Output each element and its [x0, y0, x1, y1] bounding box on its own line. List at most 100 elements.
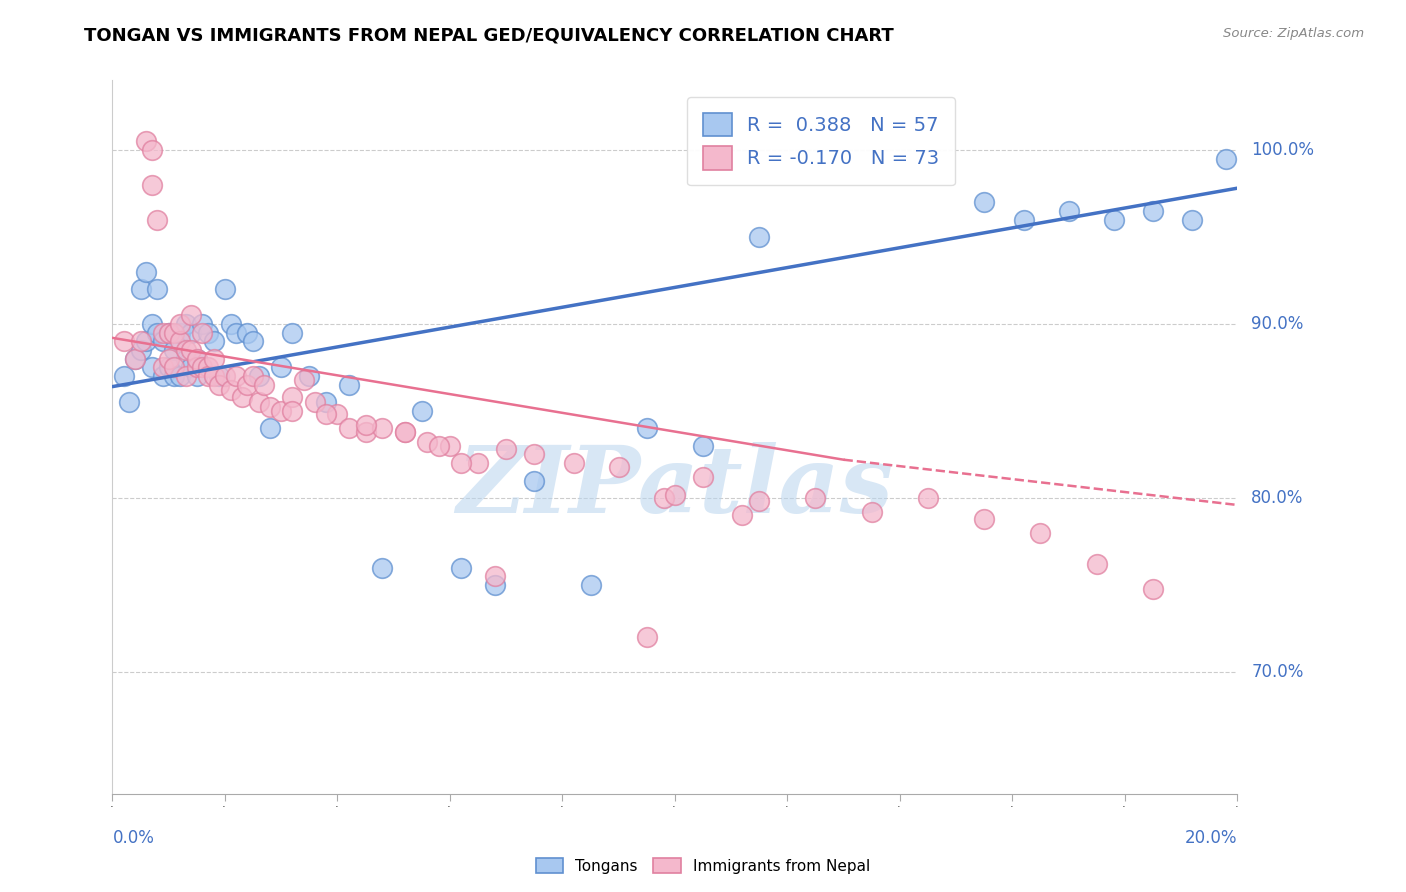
Text: 80.0%: 80.0% [1251, 489, 1303, 507]
Point [186, 369, 208, 384]
Point [157, 326, 180, 340]
Point [636, 421, 658, 435]
Point [236, 377, 259, 392]
Point [146, 212, 169, 227]
Point [186, 360, 208, 375]
Point [112, 369, 135, 384]
Point [169, 334, 191, 349]
Text: ZIPatlas: ZIPatlas [457, 442, 893, 532]
Point [186, 351, 208, 366]
Point [411, 404, 433, 418]
Point [174, 351, 197, 366]
Point [112, 334, 135, 349]
Point [748, 494, 770, 508]
Point [242, 334, 264, 349]
Point [439, 439, 461, 453]
Point [337, 421, 360, 435]
Point [197, 326, 219, 340]
Point [731, 508, 754, 523]
Point [247, 395, 270, 409]
Point [169, 326, 191, 340]
Point [202, 369, 225, 384]
Point [208, 369, 231, 384]
Point [169, 317, 191, 331]
Point [354, 417, 377, 432]
Point [259, 421, 281, 435]
Point [135, 334, 157, 349]
Point [225, 369, 247, 384]
Point [298, 369, 321, 384]
Point [281, 326, 304, 340]
Point [917, 491, 939, 505]
Text: 70.0%: 70.0% [1251, 663, 1303, 681]
Point [416, 435, 439, 450]
Point [579, 578, 602, 592]
Point [1057, 203, 1080, 218]
Point [304, 395, 326, 409]
Point [197, 369, 219, 384]
Point [174, 317, 197, 331]
Point [157, 326, 180, 340]
Point [484, 569, 506, 583]
Point [202, 334, 225, 349]
Point [129, 334, 152, 349]
Point [281, 404, 304, 418]
Point [124, 351, 146, 366]
Point [1215, 152, 1237, 166]
Point [146, 326, 169, 340]
Point [523, 448, 546, 462]
Point [231, 390, 253, 404]
Text: 90.0%: 90.0% [1251, 315, 1303, 333]
Text: TONGAN VS IMMIGRANTS FROM NEPAL GED/EQUIVALENCY CORRELATION CHART: TONGAN VS IMMIGRANTS FROM NEPAL GED/EQUI… [84, 27, 894, 45]
Point [315, 408, 337, 422]
Point [197, 360, 219, 375]
Point [191, 317, 214, 331]
Point [191, 326, 214, 340]
Point [270, 360, 292, 375]
Point [236, 326, 259, 340]
Point [860, 505, 883, 519]
Point [1029, 525, 1052, 540]
Point [748, 230, 770, 244]
Point [191, 360, 214, 375]
Point [157, 360, 180, 375]
Point [163, 360, 186, 375]
Point [174, 369, 197, 384]
Point [219, 317, 242, 331]
Point [523, 474, 546, 488]
Point [259, 401, 281, 415]
Point [163, 343, 186, 357]
Point [118, 395, 141, 409]
Point [1142, 203, 1164, 218]
Point [141, 360, 163, 375]
Point [129, 282, 152, 296]
Point [1181, 212, 1204, 227]
Point [180, 308, 202, 322]
Point [141, 317, 163, 331]
Point [607, 459, 630, 474]
Point [141, 143, 163, 157]
Point [326, 408, 349, 422]
Point [371, 421, 394, 435]
Point [242, 369, 264, 384]
Point [636, 630, 658, 644]
Point [1012, 212, 1035, 227]
Point [270, 404, 292, 418]
Point [973, 195, 995, 210]
Point [315, 395, 337, 409]
Y-axis label: GED/Equivalency: GED/Equivalency [0, 366, 8, 508]
Point [692, 470, 714, 484]
Point [804, 491, 827, 505]
Point [562, 456, 585, 470]
Legend: R =  0.388   N = 57, R = -0.170   N = 73: R = 0.388 N = 57, R = -0.170 N = 73 [688, 97, 955, 186]
Point [467, 456, 489, 470]
Point [225, 326, 247, 340]
Point [202, 351, 225, 366]
Point [652, 491, 675, 505]
Text: 20.0%: 20.0% [1185, 829, 1237, 847]
Point [394, 425, 416, 439]
Point [152, 326, 174, 340]
Point [371, 560, 394, 574]
Point [152, 360, 174, 375]
Point [180, 343, 202, 357]
